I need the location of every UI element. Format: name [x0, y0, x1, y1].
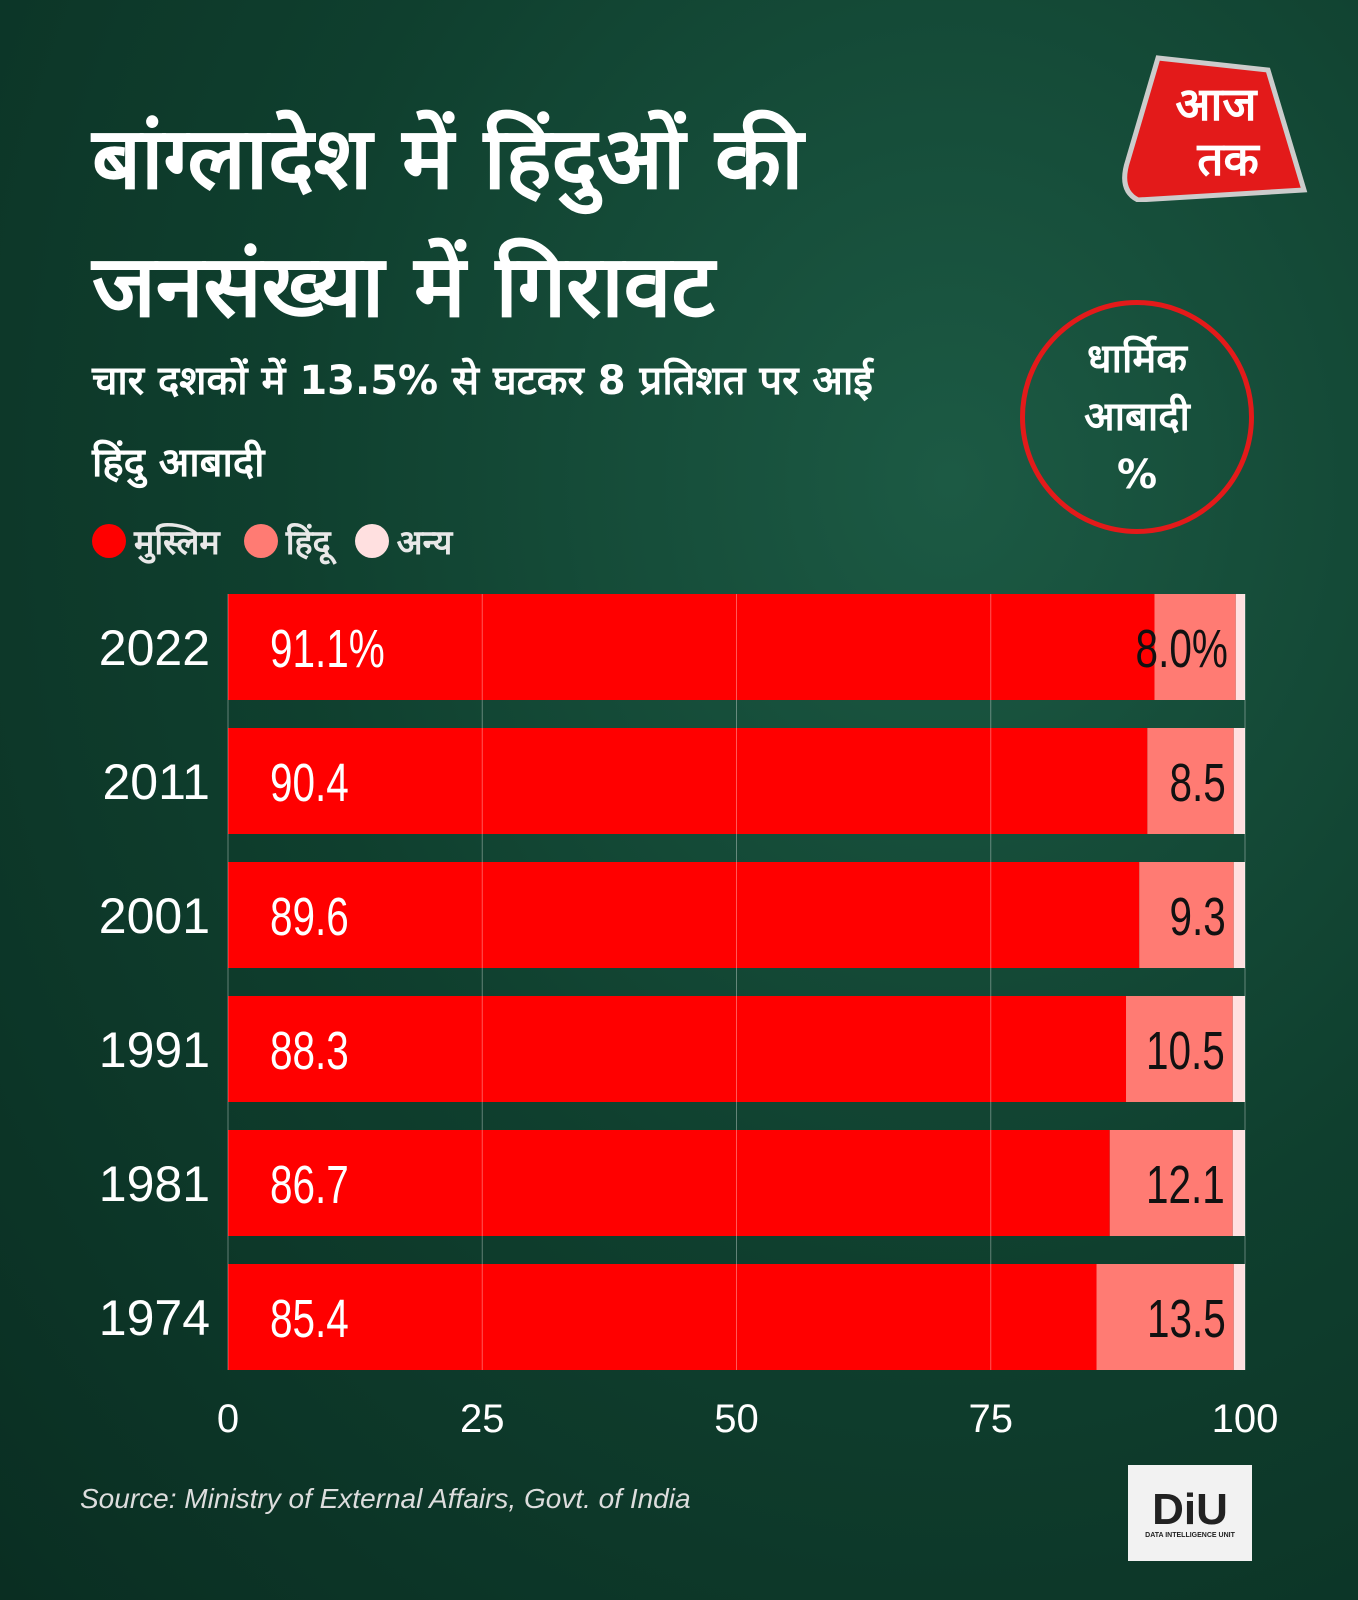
data-label-muslim: 86.7 [270, 1155, 349, 1215]
stacked-bar-chart: 2022 91.1% 8.0% 2011 90.4 8.5 2001 89.6 9.3 1991 8… [99, 594, 1279, 1441]
legend-label: अन्य [396, 523, 453, 563]
bar-other [1233, 862, 1245, 968]
bar-other [1233, 728, 1245, 834]
bar-muslim [228, 862, 1140, 968]
religious-population-badge: धार्मिक आबादी % [1020, 300, 1254, 534]
legend-dot [354, 524, 389, 558]
bar-muslim [228, 996, 1127, 1102]
data-label-muslim: 85.4 [270, 1289, 349, 1349]
data-label-muslim: 89.6 [270, 887, 349, 947]
bar-muslim [228, 728, 1148, 834]
x-tick-label: 100 [1212, 1397, 1279, 1441]
chart-subtitle: चार दशकों में 13.5% से घटकर 8 प्रतिशत पर… [92, 358, 873, 486]
data-label-muslim: 90.4 [270, 753, 349, 813]
legend-item-hindu: हिंदू [243, 518, 331, 564]
x-tick-label: 75 [969, 1397, 1014, 1441]
bar-hindu [1147, 728, 1234, 834]
data-label-hindu: 8.5 [1170, 753, 1226, 813]
source-note: Source: Ministry of External Affairs, Go… [80, 1483, 691, 1514]
bar-hindu [1096, 1264, 1234, 1370]
legend-item-other: अन्य [354, 518, 453, 564]
bar-other [1232, 1130, 1245, 1236]
category-label: 2011 [102, 754, 210, 810]
svg-text:तक: तक [1196, 133, 1260, 185]
diu-logo-subtext: DATA INTELLIGENCE UNIT [1145, 1531, 1235, 1539]
diu-logo-text: DiU [1152, 1484, 1228, 1534]
bar-hindu [1109, 1130, 1233, 1236]
legend: मुस्लिम हिंदू अन्य [92, 518, 452, 564]
bar-other [1235, 594, 1245, 700]
badge-line: % [1116, 452, 1158, 498]
aajtak-logo: आज तक [1122, 55, 1308, 202]
category-label: 2001 [99, 888, 210, 944]
category-label: 1981 [99, 1156, 210, 1212]
x-tick-label: 0 [217, 1397, 239, 1441]
bar-muslim [228, 1130, 1110, 1236]
data-label-hindu: 12.1 [1146, 1155, 1225, 1215]
legend-label: मुस्लिम [134, 523, 220, 563]
data-label-muslim: 91.1% [270, 619, 385, 679]
svg-text:आज: आज [1175, 78, 1258, 130]
category-label: 2022 [99, 620, 210, 676]
category-label: 1974 [99, 1290, 210, 1346]
legend-label: हिंदू [285, 523, 331, 563]
bar-hindu [1139, 862, 1234, 968]
data-label-hindu: 8.0% [1136, 619, 1228, 679]
x-tick-label: 50 [714, 1397, 759, 1441]
bar-hindu [1126, 996, 1233, 1102]
bar-other [1233, 1264, 1245, 1370]
legend-dot [92, 524, 126, 558]
bar-hindu [1154, 594, 1236, 700]
diu-logo: DiU DATA INTELLIGENCE UNIT [1128, 1465, 1252, 1561]
legend-item-muslim: मुस्लिम [92, 518, 220, 564]
bar-other [1232, 996, 1245, 1102]
badge-line: आबादी [1084, 394, 1190, 440]
badge-line: धार्मिक [1087, 336, 1187, 382]
bar-muslim [228, 1264, 1097, 1370]
chart-title: बांग्लादेश में हिंदुओं की जनसंख्या में ग… [92, 109, 804, 337]
data-label-hindu: 10.5 [1146, 1021, 1225, 1081]
legend-dot [243, 524, 278, 558]
bar-muslim [228, 594, 1155, 700]
x-tick-label: 25 [460, 1397, 505, 1441]
category-label: 1991 [99, 1022, 210, 1078]
data-label-muslim: 88.3 [270, 1021, 349, 1081]
data-label-hindu: 13.5 [1147, 1289, 1226, 1349]
data-label-hindu: 9.3 [1170, 887, 1226, 947]
